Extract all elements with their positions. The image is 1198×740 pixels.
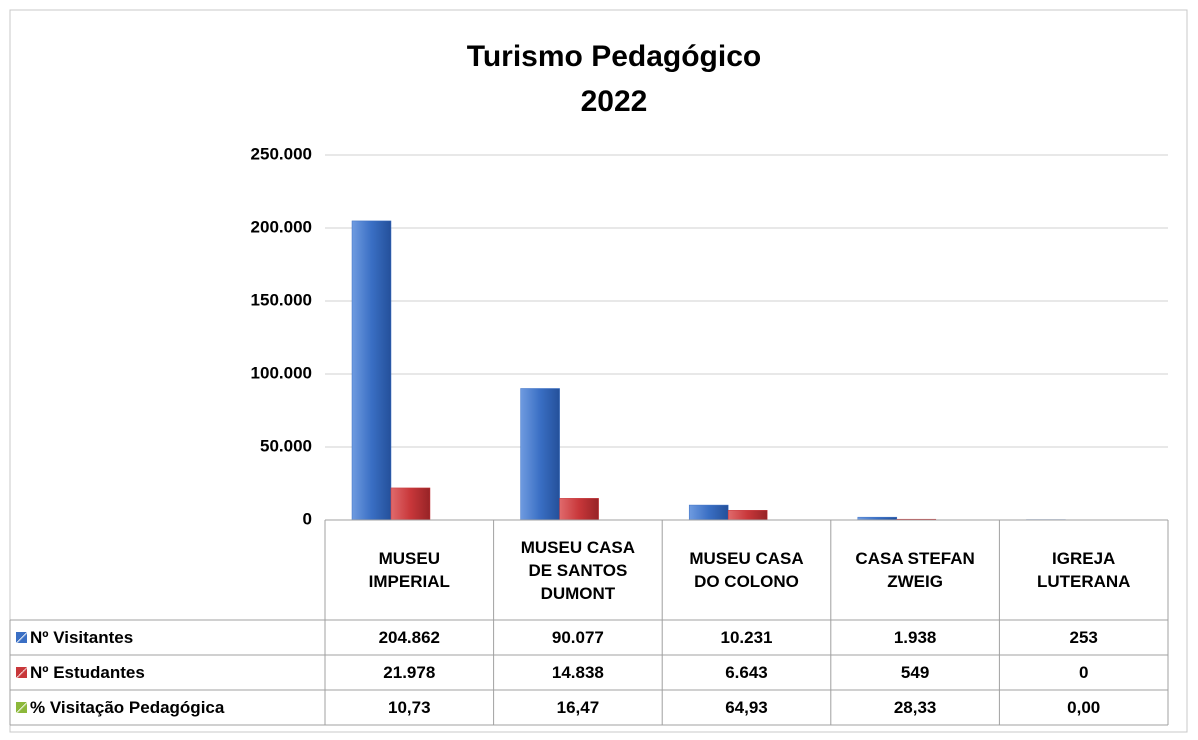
bar bbox=[520, 388, 560, 521]
y-tick-label: 0 bbox=[303, 509, 312, 528]
table-value: 21.978 bbox=[383, 662, 436, 682]
table-value: 204.862 bbox=[378, 627, 441, 647]
bar bbox=[559, 498, 599, 521]
table-value: 549 bbox=[900, 662, 930, 682]
y-tick-label: 100.000 bbox=[251, 363, 312, 382]
bar bbox=[727, 510, 768, 521]
legend-label: Nº Estudantes bbox=[30, 662, 145, 682]
category-label: MUSEU CASA DO COLONO bbox=[689, 549, 804, 591]
category-label: MUSEU CASA DE SANTOS DUMONT bbox=[520, 537, 636, 603]
category-label: CASA STEFAN ZWEIG bbox=[855, 549, 975, 591]
y-tick-label: 200.000 bbox=[251, 217, 312, 236]
table-value: 16,47 bbox=[556, 697, 600, 717]
legend-key bbox=[16, 702, 27, 713]
table-value: 0 bbox=[1078, 662, 1089, 682]
legend-label: Nº Visitantes bbox=[30, 627, 134, 647]
legend-label: % Visitação Pedagógica bbox=[30, 697, 225, 717]
legend-entry: % Visitação Pedagógica bbox=[10, 690, 325, 725]
table-value: 10.231 bbox=[720, 627, 773, 647]
legend-key bbox=[16, 632, 27, 643]
y-tick-label: 50.000 bbox=[260, 436, 312, 455]
chart-subtitle: 2022 bbox=[581, 85, 648, 118]
table-value: 64,93 bbox=[725, 697, 768, 717]
table-value: 28,33 bbox=[893, 697, 937, 717]
y-tick-label: 250.000 bbox=[251, 144, 312, 163]
legend-entry: Nº Estudantes bbox=[10, 655, 325, 690]
chart-title: Turismo Pedagógico bbox=[467, 40, 761, 73]
chart-border bbox=[9, 9, 1188, 733]
bar bbox=[390, 487, 431, 521]
table-value: 10,73 bbox=[388, 697, 431, 717]
table-value: 90.077 bbox=[551, 627, 604, 647]
category-label: IGREJA LUTERANA bbox=[1036, 549, 1131, 591]
legend-key bbox=[16, 667, 27, 678]
legend-entry: Nº Visitantes bbox=[10, 620, 325, 655]
table-value: 0,00 bbox=[1067, 697, 1101, 717]
category-label: MUSEU IMPERIAL bbox=[368, 549, 450, 591]
table-value: 14.838 bbox=[551, 662, 604, 682]
table-value: 6.643 bbox=[725, 662, 768, 682]
bar bbox=[688, 504, 729, 521]
y-tick-label: 150.000 bbox=[251, 290, 312, 309]
table-value: 1.938 bbox=[893, 627, 937, 647]
bar bbox=[351, 220, 392, 521]
table-value: 253 bbox=[1069, 627, 1098, 647]
